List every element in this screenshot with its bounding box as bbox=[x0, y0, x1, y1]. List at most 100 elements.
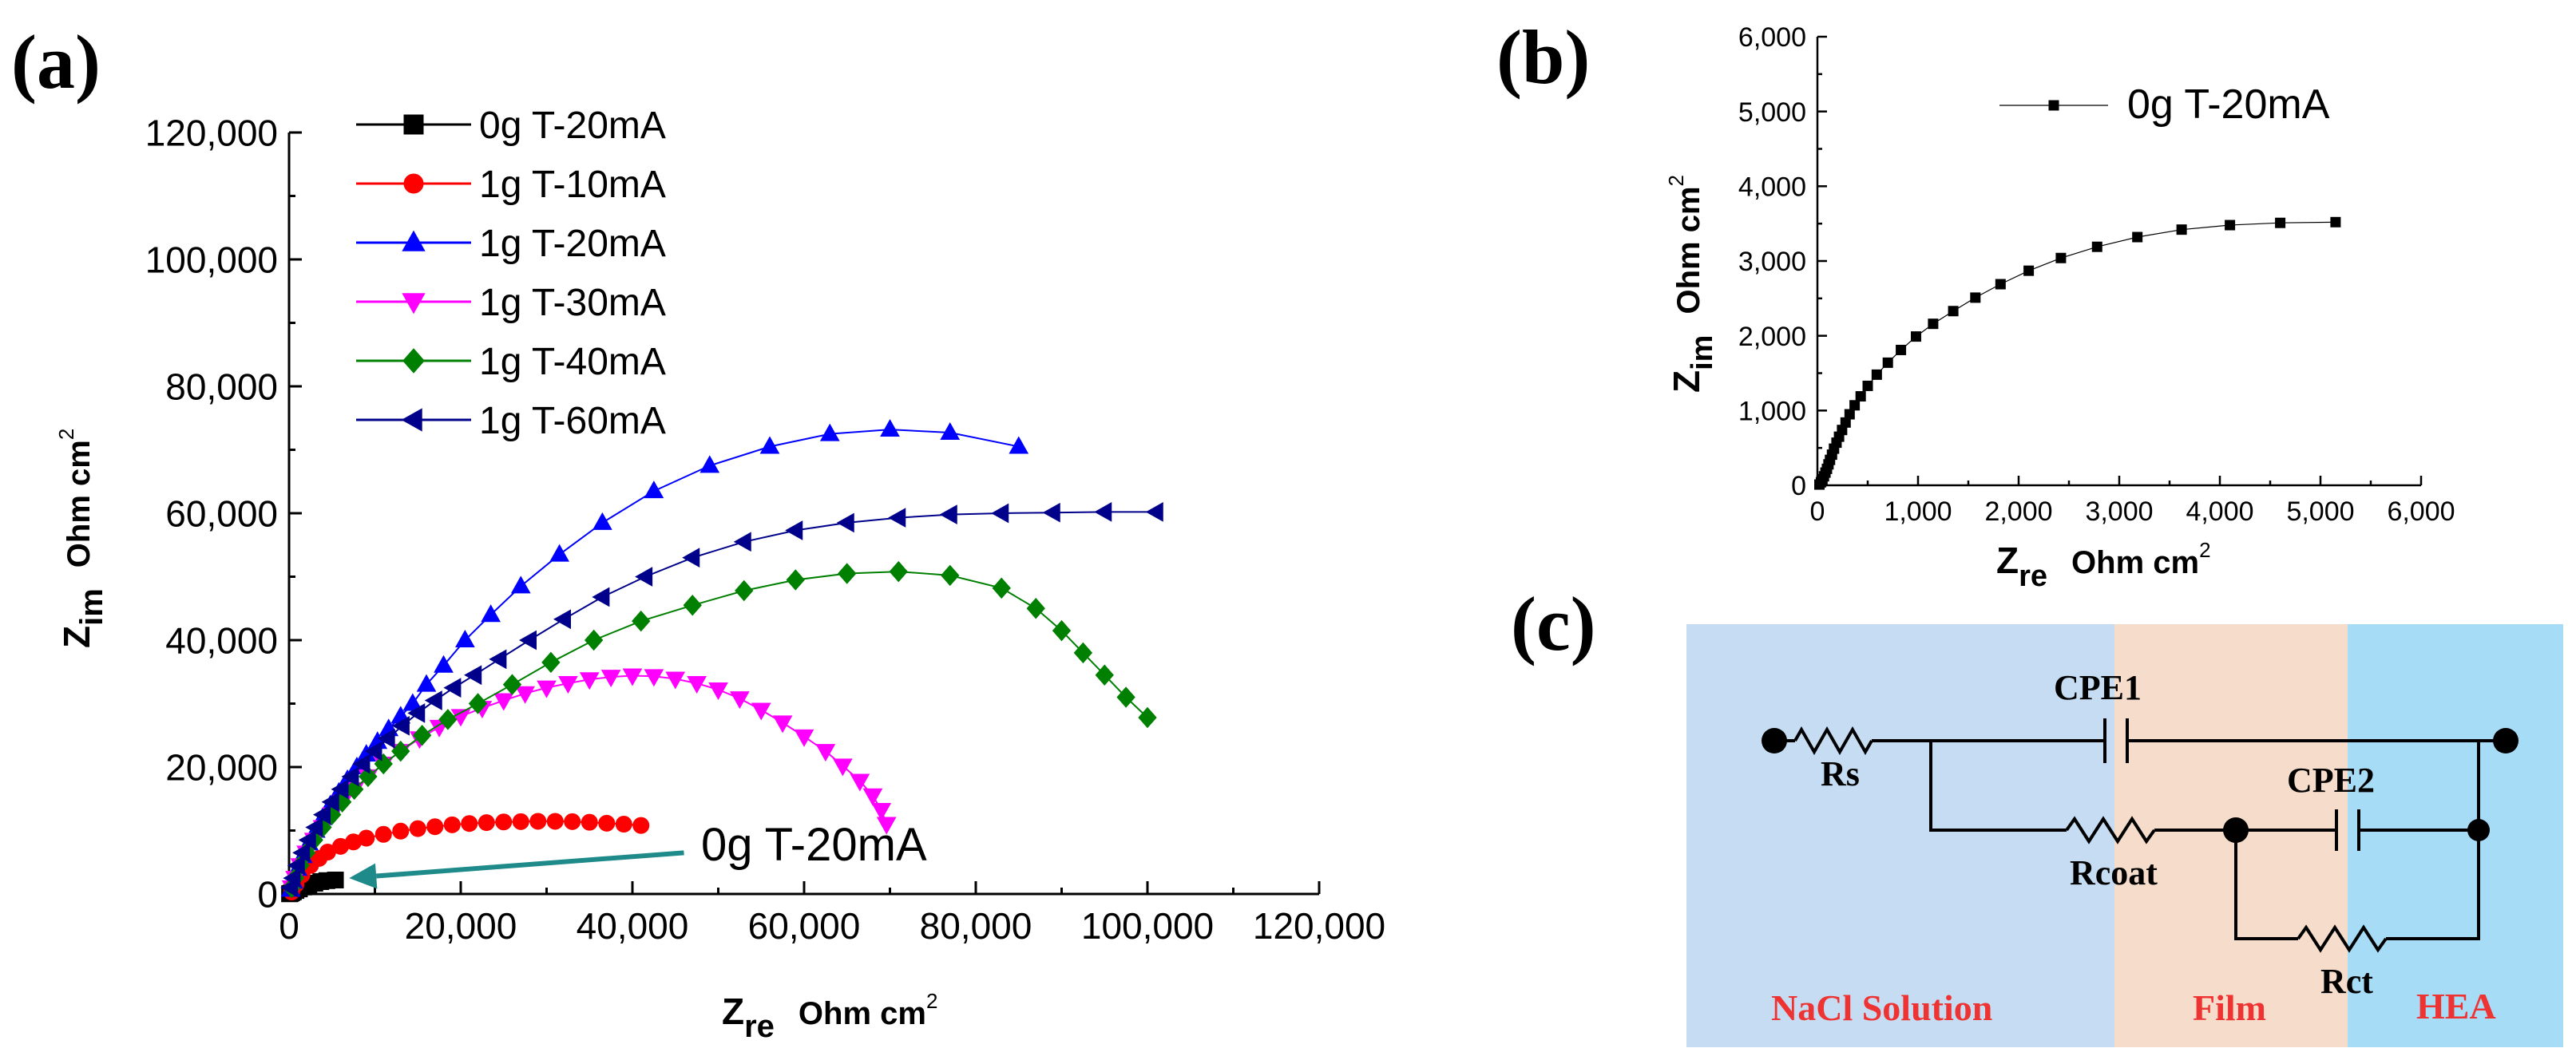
panel-a-data-point bbox=[786, 569, 805, 591]
panel-a-data-point bbox=[730, 691, 750, 710]
panel-a-data-point bbox=[515, 686, 535, 704]
panel-a-data-point bbox=[377, 728, 395, 749]
panel-b-chart: 0 1,000 2,000 3,000 4,000 5,000 6,000 0 1,000 2,0… bbox=[1664, 22, 2455, 593]
panel-b-data-point bbox=[2091, 241, 2102, 252]
region-nacl-solution bbox=[1686, 624, 2114, 1047]
label-rcoat: Rcoat bbox=[2070, 853, 2158, 892]
legend-label: 1g T-20mA bbox=[479, 223, 666, 265]
panel-a-data-point bbox=[426, 818, 444, 836]
panel-b-data-point bbox=[2132, 231, 2143, 243]
panel-a-data-point bbox=[889, 560, 908, 583]
panel-a-data-point bbox=[838, 563, 857, 584]
panel-a-data-point bbox=[553, 609, 571, 630]
panel-a-ylabel: Zim Ohm cm2 bbox=[54, 429, 109, 648]
panel-a-data-point bbox=[438, 709, 458, 730]
panel-a-data-point bbox=[450, 709, 471, 727]
label-rs: Rs bbox=[1821, 754, 1860, 793]
label-cpe2: CPE2 bbox=[2287, 761, 2375, 800]
panel-a-data-point bbox=[443, 678, 462, 698]
panel-a-data-point bbox=[708, 682, 728, 701]
wire-rcoat-branch bbox=[1929, 741, 2067, 832]
panel-b-data-point bbox=[1862, 380, 1873, 391]
legend-marker bbox=[401, 408, 422, 432]
panel-a-y-tick-label: 80,000 bbox=[165, 366, 278, 408]
legend-marker bbox=[402, 293, 426, 314]
panel-a-data-point bbox=[584, 629, 604, 651]
legend-label: 1g T-30mA bbox=[479, 282, 666, 324]
panel-a-data-point bbox=[772, 715, 793, 734]
panel-a-y-tick-label: 60,000 bbox=[165, 493, 278, 535]
panel-a-data-point bbox=[815, 744, 836, 762]
panel-b-y-tick-label: 4,000 bbox=[1738, 172, 1806, 203]
panel-a-ylabel-sup: 2 bbox=[54, 429, 78, 440]
panel-a-data-point bbox=[478, 814, 495, 832]
panel-a-data-point bbox=[871, 803, 892, 821]
region-label-hea: HEA bbox=[2416, 986, 2496, 1026]
panel-a-data-point bbox=[510, 575, 531, 594]
panel-a-xlabel: Zre Ohm cm2 bbox=[722, 989, 937, 1044]
panel-a-x-tick-label: 20,000 bbox=[405, 905, 517, 947]
panel-b-data-point bbox=[2023, 265, 2035, 276]
panel-a-data-point bbox=[409, 820, 426, 837]
panel-b-xlabel: Zre Ohm cm2 bbox=[1996, 538, 2211, 593]
panel-b-x-tick-label: 4,000 bbox=[2186, 496, 2253, 527]
panel-b-ylabel-sup: 2 bbox=[1664, 175, 1688, 186]
panel-a-data-point bbox=[579, 672, 600, 690]
panel-b-ticks: 0 1,000 2,000 3,000 4,000 5,000 6,000 0 1,000 2,0… bbox=[1738, 22, 2455, 527]
panel-a-data-point bbox=[502, 674, 522, 695]
panel-a-data-point bbox=[876, 817, 897, 835]
panel-a-x-tick-label: 120,000 bbox=[1253, 905, 1385, 947]
panel-a-data-point bbox=[632, 817, 650, 834]
panel-b-data-point bbox=[1871, 369, 1882, 380]
panel-a-data-point bbox=[880, 419, 900, 437]
panel-b-ylabel-unit: Ohm cm bbox=[1671, 186, 1706, 314]
panel-b-data-point bbox=[2055, 252, 2067, 263]
panel-a-data-point bbox=[424, 690, 442, 710]
resistor-rcoat bbox=[2065, 816, 2156, 844]
panel-a-data-point bbox=[352, 753, 371, 774]
circuit-wires bbox=[1774, 718, 2506, 953]
panel-a-data-point bbox=[468, 693, 488, 714]
legend-marker bbox=[402, 230, 426, 251]
panel-b-x-tick-label: 6,000 bbox=[2387, 496, 2455, 527]
panel-a-label: (a) bbox=[11, 19, 101, 105]
panel-a-data-point bbox=[1009, 436, 1029, 454]
panel-b-y-tick-label: 5,000 bbox=[1738, 97, 1806, 128]
terminal-right bbox=[2493, 728, 2519, 753]
panel-a-data-point bbox=[341, 766, 359, 787]
panel-b-x-tick-label: 2,000 bbox=[1984, 496, 2052, 527]
panel-a-data-point bbox=[598, 814, 616, 832]
legend-label: 1g T-40mA bbox=[479, 341, 666, 383]
panel-a-data-point bbox=[1042, 502, 1060, 523]
panel-a-data-point bbox=[392, 822, 410, 840]
panel-a-data-point bbox=[455, 629, 475, 647]
panel-a-ylabel-sub: im bbox=[74, 588, 109, 626]
panel-a-data-point bbox=[992, 577, 1011, 599]
panel-b-axes bbox=[1816, 37, 2421, 487]
panel-b-ylabel-sub: im bbox=[1686, 335, 1719, 370]
panel-a-data-point bbox=[312, 805, 331, 825]
panel-b-data-point bbox=[1844, 409, 1855, 420]
terminal-left bbox=[1762, 728, 1787, 753]
label-rct: Rct bbox=[2320, 962, 2373, 1001]
resistor-rs bbox=[1793, 726, 1873, 756]
panel-b-data-point bbox=[2176, 224, 2187, 235]
panel-a-data-point bbox=[665, 671, 686, 690]
legend-marker bbox=[403, 114, 424, 135]
panel-b-ylabel-main: Z bbox=[1666, 370, 1707, 393]
panel-b-y-tick-label: 2,000 bbox=[1738, 322, 1806, 352]
panel-a-data-point bbox=[464, 665, 482, 686]
panel-a-data-point bbox=[481, 604, 501, 623]
panel-a-data-point bbox=[888, 508, 906, 528]
panel-a-data-point bbox=[434, 655, 454, 673]
panel-a-data-point bbox=[375, 825, 392, 843]
panel-a-data-point bbox=[416, 674, 437, 692]
panel-a-data-point bbox=[518, 630, 537, 651]
panel-a-data-point bbox=[391, 715, 410, 736]
panel-b-label: (b) bbox=[1496, 14, 1590, 100]
label-cpe1: CPE1 bbox=[2054, 668, 2142, 707]
panel-b-y-tick-label: 3,000 bbox=[1738, 247, 1806, 277]
panel-a-series bbox=[280, 419, 1163, 903]
panel-a-data-point bbox=[489, 649, 507, 670]
panel-b-series bbox=[1814, 216, 2341, 490]
